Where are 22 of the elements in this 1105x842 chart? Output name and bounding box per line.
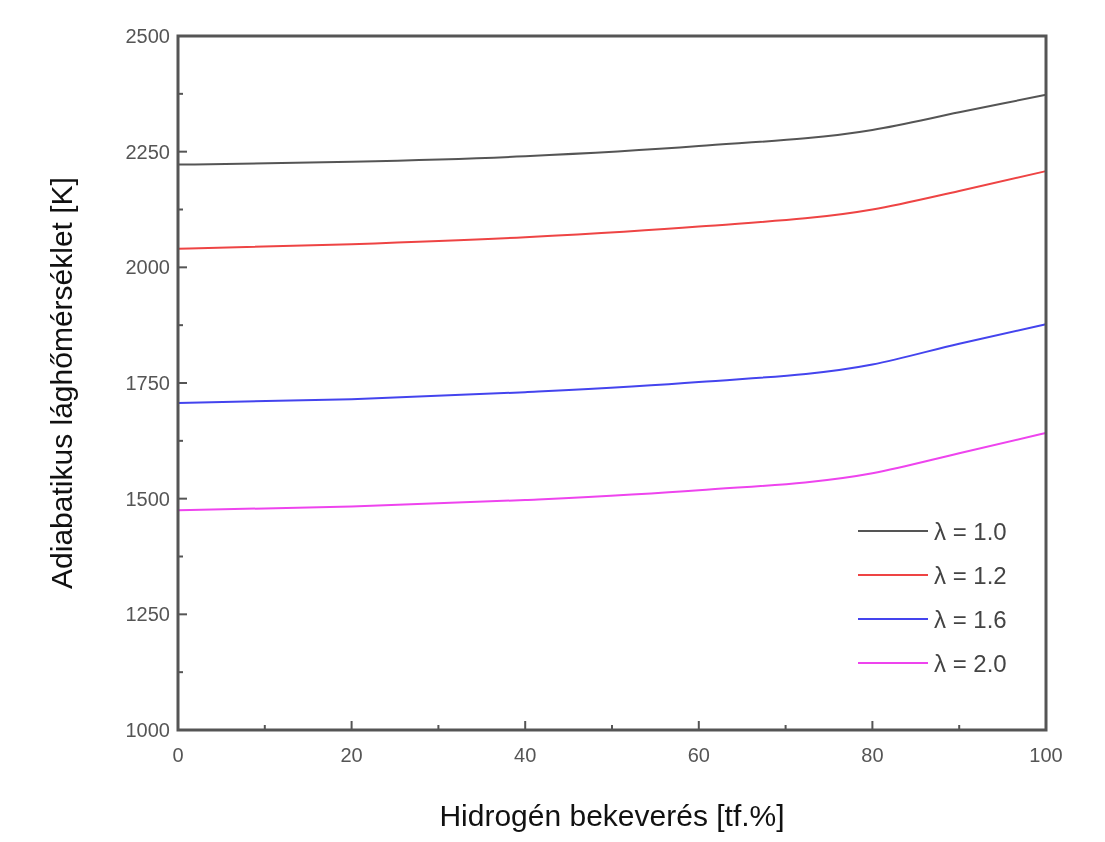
- legend-label: λ = 1.2: [934, 562, 1007, 589]
- y-tick-label: 1500: [125, 487, 170, 510]
- legend-label: λ = 1.0: [934, 518, 1007, 545]
- y-axis-title: Adiabatikus lághőmérséklet [K]: [45, 177, 78, 589]
- x-tick-label: 100: [1029, 744, 1063, 766]
- x-tick-label: 20: [340, 744, 363, 766]
- y-tick-label: 2500: [125, 25, 170, 47]
- y-tick-label: 2250: [125, 140, 170, 163]
- legend-label: λ = 1.6: [934, 606, 1007, 633]
- x-tick-label: 80: [861, 744, 884, 766]
- x-axis-title: Hidrogén bekeverés [tf.%]: [439, 799, 785, 832]
- y-tick-label: 1000: [125, 719, 170, 741]
- line-series: [177, 431, 1047, 512]
- y-tick-label: 1250: [125, 603, 170, 626]
- x-tick-label: 40: [514, 744, 537, 766]
- line-series: [177, 170, 1047, 250]
- y-tick-label: 1750: [125, 372, 170, 394]
- x-tick-label: 0: [172, 744, 184, 766]
- legend-label: λ = 2.0: [934, 650, 1007, 677]
- line-series: [177, 323, 1047, 404]
- y-tick-label: 2000: [125, 256, 170, 279]
- x-tick-label: 60: [687, 744, 710, 766]
